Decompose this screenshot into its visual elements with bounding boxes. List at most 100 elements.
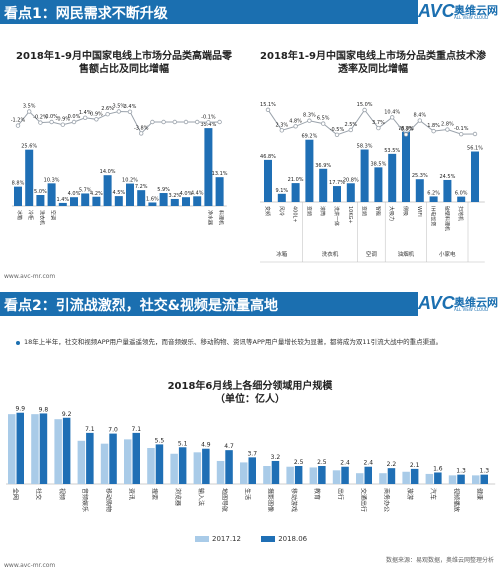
section1-title: 看点1：网民需求不断升级	[4, 6, 168, 22]
chart1-point-9	[116, 109, 121, 114]
chart1-point-12	[150, 119, 155, 125]
chart2-tick-9: 大吸力	[388, 206, 395, 221]
chart2-bar-2	[291, 183, 300, 202]
chart2-line-label-13: 2.8%	[441, 122, 454, 128]
chart3-subtitle: （单位：亿人）	[215, 394, 285, 405]
chart3-label-17: 2.1	[410, 462, 420, 469]
watermark-1: www.avc-mr.com	[4, 273, 56, 280]
chart1-bar-label-3: 10.3%	[44, 177, 60, 183]
chart2-point-1	[279, 128, 284, 133]
logo-sub: ALL VIEW CLOUD	[454, 15, 489, 20]
chart3: 9.9 全网 9.8 社交 9.2 视频 7.1 音频娱乐 7.0 移动购物 7.1 资讯 5.5 搜索 5…	[6, 406, 496, 512]
chart2-line-label-9: 10.4%	[384, 109, 400, 115]
logo-cn-2: 奥维云网	[454, 296, 498, 309]
chart1-point-5	[71, 119, 77, 125]
chart3-label-14: 2.4	[340, 460, 350, 467]
chart2-point-13	[445, 127, 450, 132]
chart3-tick-13: 教育	[313, 488, 321, 500]
legend-item-2017: 2017.12	[195, 535, 241, 543]
chart2-tick-7: 变频	[361, 206, 368, 216]
chart2-point-2	[293, 124, 298, 129]
chart1-bar-label-18: 13.1%	[212, 171, 228, 177]
chart1-bar-label-5: 4.0%	[68, 191, 81, 197]
chart3-bar-2018-6	[155, 444, 164, 484]
chart2-point-5	[334, 132, 340, 137]
chart3-bar-2018-8	[202, 448, 210, 484]
chart3-bar-2017-14	[332, 470, 341, 484]
chart3-tick-4: 移动购物	[104, 488, 112, 512]
chart1-bar-11	[137, 190, 146, 206]
chart3-label-8: 4.9	[201, 442, 211, 449]
chart2-line-label-0: 15.1%	[260, 102, 276, 108]
chart3-bar-2018-20	[480, 474, 488, 484]
chart1-line-label-1: 3.5%	[23, 104, 36, 110]
chart2-bar-label-7: 58.3%	[357, 144, 373, 150]
chart2-group-label-3: 油烟机	[398, 250, 415, 258]
chart3-tick-8: 输入法	[197, 488, 205, 506]
section1-title-bar: 看点1：网民需求不断升级	[0, 0, 418, 24]
chart1-tick-0: 冰箱	[16, 210, 23, 220]
chart1-bar-1	[25, 149, 34, 206]
chart1: 8.8%25.6%5.0%10.3%1.4%4.0%5.7%4.2%14.0%4…	[11, 104, 228, 226]
chart3-bar-2018-13	[318, 466, 326, 484]
chart2-group-label-0: 冰箱	[276, 250, 288, 258]
chart2-line-label-14: -0.1%	[454, 126, 469, 132]
chart1-line-label-9: 3.5%	[112, 104, 125, 110]
chart3-bar-2018-17	[410, 468, 419, 484]
section2-title-bar: 看点2：引流战激烈，社交&视频是流量高地	[0, 292, 418, 316]
chart3-bar-2017-6	[147, 448, 155, 484]
chart1-line-label-0: -1.2%	[11, 118, 26, 124]
chart3-label-4: 7.0	[108, 427, 118, 434]
chart1-bar-3	[47, 183, 56, 206]
chart1-line-label-2: -0.2%	[33, 115, 48, 121]
legend-swatch-2017	[195, 536, 209, 542]
chart2-tick-5: 洗烘一体	[333, 206, 340, 226]
chart1-point-14	[172, 119, 177, 125]
chart1-point-16	[194, 119, 200, 125]
chart3-tick-12: 移动游戏	[290, 488, 298, 512]
chart1-bar-label-16: 4.4%	[191, 190, 204, 196]
chart1-bar-label-1: 25.6%	[21, 144, 37, 150]
chart2-point-7	[362, 107, 367, 113]
chart1-bar-13	[159, 193, 168, 206]
section1-header: 看点1：网民需求不断升级 AVC 奥维云网 ALL VIEW CLOUD	[0, 0, 500, 24]
chart2-line-label-7: 15.0%	[357, 102, 373, 108]
chart1-bar-18	[215, 177, 224, 206]
chart1-bar-9	[114, 196, 123, 206]
chart2-line-label-4: 6.5%	[317, 116, 330, 122]
chart2-bar-9	[388, 153, 397, 202]
chart2-bar-label-14: 6.0%	[455, 191, 468, 197]
chart3-label-3: 7.1	[85, 426, 95, 433]
chart1-bar-16	[193, 196, 202, 206]
chart2-point-8	[376, 125, 381, 131]
chart3-label-1: 9.8	[39, 406, 49, 413]
chart3-tick-19: 视频播放	[452, 488, 460, 512]
chart3-bar-2018-18	[434, 472, 442, 484]
chart2-tick-6: 10KG+	[347, 206, 353, 224]
chart1-tick-3: 空调	[50, 210, 57, 220]
chart1-point-2	[38, 120, 43, 125]
chart3-bar-2018-15	[364, 466, 372, 484]
chart3-bar-2017-10	[240, 462, 248, 484]
chart2-point-11	[417, 118, 422, 123]
chart3-bar-2018-1	[39, 413, 48, 484]
chart3-bar-2017-20	[472, 475, 480, 484]
chart1-bar-12	[148, 202, 157, 206]
chart2-tick-0: 变频	[264, 206, 271, 216]
chart2-bar-3	[305, 139, 314, 202]
chart3-label-9: 4.7	[224, 443, 234, 450]
chart3-bar-2017-17	[402, 471, 410, 484]
chart2-tick-13: 破壁料理机	[443, 206, 450, 231]
chart1-point-3	[49, 119, 54, 125]
chart1-bar-7	[92, 196, 101, 206]
chart3-bar-2017-4	[100, 443, 109, 484]
chart3-bar-2017-5	[124, 439, 132, 484]
chart1-bar-15	[182, 197, 190, 206]
chart3-tick-5: 资讯	[128, 488, 136, 500]
chart2-bar-1	[277, 193, 286, 202]
chart2-point-15	[472, 131, 478, 137]
chart1-title: 2018年1-9月中国家电线上市场分品类高端品零售额占比及同比增幅	[16, 51, 232, 75]
chart1-bar-label-11: 7.2%	[135, 184, 148, 190]
chart1-bar-14	[170, 198, 179, 206]
chart2-line-label-1: 2.3%	[275, 122, 288, 128]
